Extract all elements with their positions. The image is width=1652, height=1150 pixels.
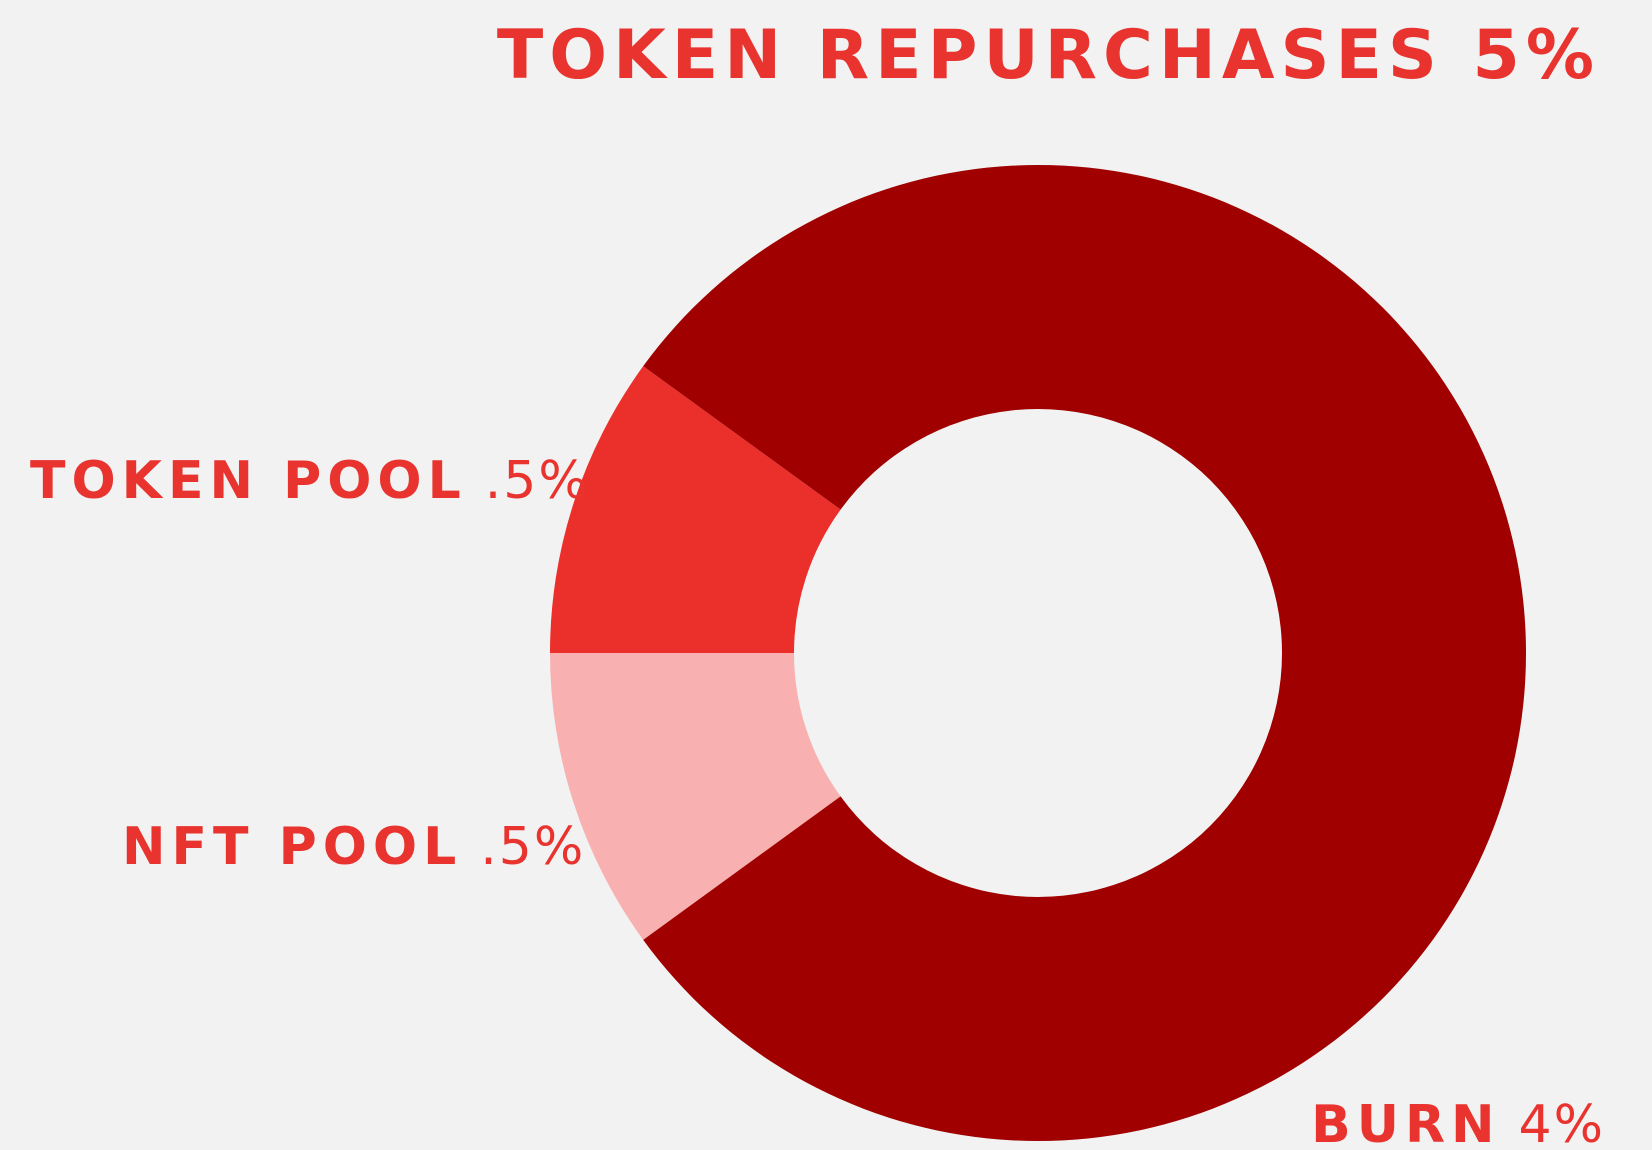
value-label: .5% (485, 451, 590, 511)
value-label: .5% (480, 817, 585, 877)
donut-slice (550, 653, 841, 940)
donut-slice (550, 366, 841, 653)
category-label: NFT POOL (122, 817, 462, 877)
slice-label: NFT POOL .5% (122, 817, 585, 877)
value-label: 4% (1519, 1095, 1606, 1150)
donut-slice (643, 164, 1526, 1142)
category-label: TOKEN POOL (30, 451, 467, 511)
chart-title: TOKEN REPURCHASES 5% (497, 16, 1600, 95)
category-label: BURN (1311, 1095, 1500, 1150)
slice-label: TOKEN POOL .5% (30, 451, 590, 511)
slice-label: BURN 4% (1311, 1095, 1605, 1150)
